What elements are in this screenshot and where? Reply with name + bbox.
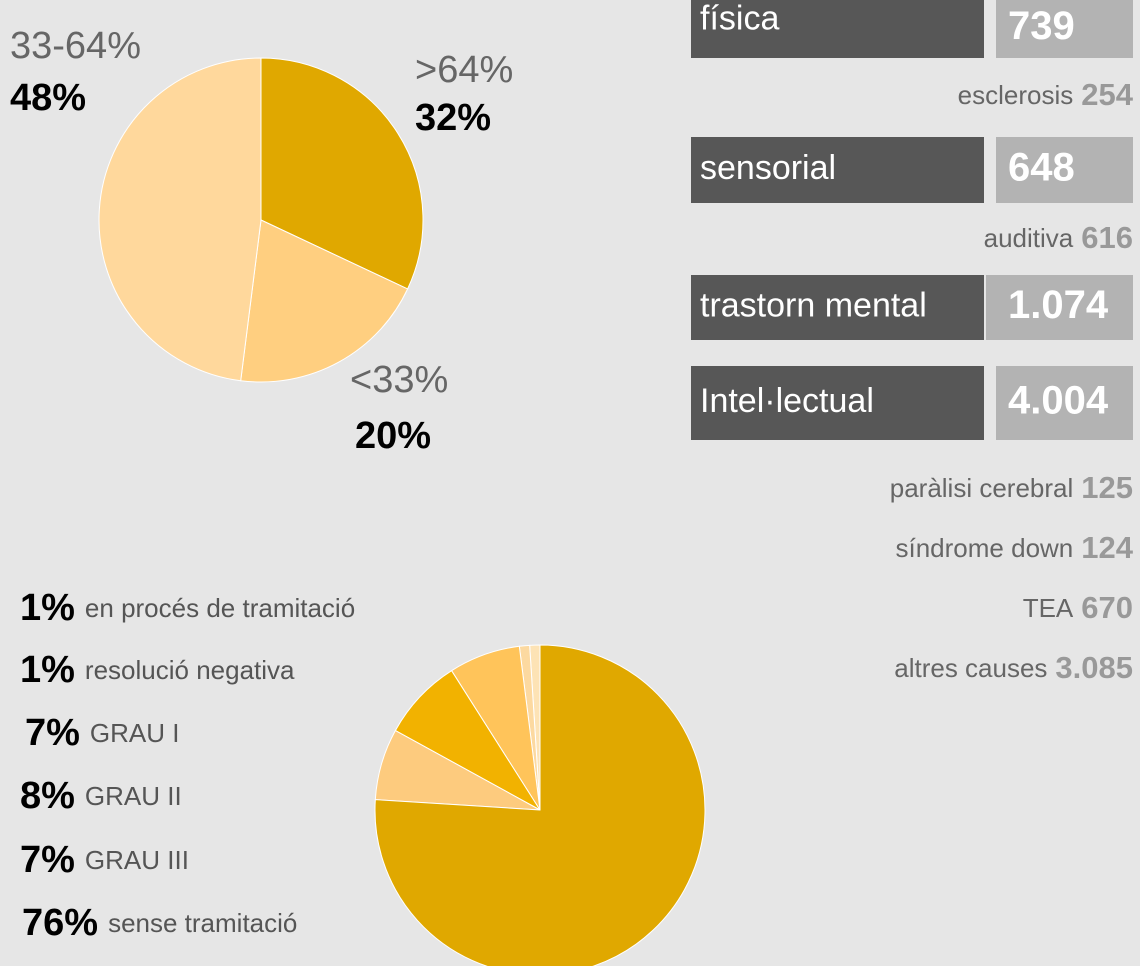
slice-value-label: 20% bbox=[355, 415, 431, 457]
category-value: 1.074 bbox=[1008, 283, 1109, 327]
value-box bbox=[996, 366, 1133, 440]
legend-label: GRAU I bbox=[90, 718, 180, 748]
legend-value-label: 7% bbox=[25, 712, 80, 754]
legend-label: sense tramitació bbox=[108, 908, 297, 938]
legend-value-label: 8% bbox=[20, 775, 75, 817]
legend-entry: 7% GRAU III bbox=[20, 839, 189, 881]
slice-category: >64% bbox=[415, 49, 513, 91]
legend-label: en procés de tramitació bbox=[85, 593, 355, 623]
subcategory: TEA 670 bbox=[1023, 590, 1133, 625]
subcategory-value: 670 bbox=[1081, 590, 1133, 625]
subcategory-label: síndrome down bbox=[896, 533, 1074, 563]
subcategory: altres causes 3.085 bbox=[894, 650, 1133, 685]
subcategory: síndrome down 124 bbox=[896, 530, 1134, 565]
pie-slice bbox=[374, 644, 706, 966]
slice-value-label: 48% bbox=[10, 77, 86, 119]
subcategory-label: paràlisi cerebral bbox=[890, 473, 1074, 503]
subcategory-value: 125 bbox=[1081, 470, 1133, 505]
subcategory: auditiva 616 bbox=[984, 220, 1133, 255]
category-box bbox=[691, 137, 984, 203]
slice-value-label: 32% bbox=[415, 97, 491, 139]
slice-category: <33% bbox=[350, 359, 448, 401]
subcategory: esclerosis 254 bbox=[958, 77, 1134, 112]
subcategory-label: auditiva bbox=[984, 223, 1074, 253]
category-value: 739 bbox=[1008, 4, 1075, 48]
category-label: física bbox=[700, 0, 779, 37]
legend-entry: 1% resolució negativa bbox=[20, 649, 295, 691]
category-label: sensorial bbox=[700, 149, 836, 187]
legend-value-label: 7% bbox=[20, 839, 75, 881]
legend-value-label: 76% bbox=[22, 902, 98, 944]
category-box bbox=[691, 0, 984, 58]
legend-value-label: 1% bbox=[20, 587, 75, 629]
category-label: Intel·lectual bbox=[700, 382, 874, 420]
subcategory-label: esclerosis bbox=[958, 80, 1074, 110]
legend-label: GRAU III bbox=[85, 845, 189, 875]
legend-label: GRAU II bbox=[85, 781, 182, 811]
pie-slice bbox=[98, 57, 262, 382]
value-box bbox=[996, 137, 1133, 203]
category-box bbox=[691, 366, 984, 440]
slice-category: 33-64% bbox=[10, 25, 141, 67]
category-box bbox=[691, 275, 984, 340]
pie-slice bbox=[240, 219, 409, 383]
legend-entry: 76% sense tramitació bbox=[22, 902, 297, 944]
category-value: 648 bbox=[1008, 146, 1075, 190]
legend-entry: 8% GRAU II bbox=[20, 775, 182, 817]
category-label: trastorn mental bbox=[700, 286, 927, 324]
legend-label: resolució negativa bbox=[85, 655, 295, 685]
pie-slice bbox=[260, 57, 424, 290]
subcategory-label: TEA bbox=[1023, 593, 1074, 623]
value-box bbox=[986, 275, 1133, 340]
legend-entry: 7% GRAU I bbox=[25, 712, 180, 754]
subcategory-label: altres causes bbox=[894, 653, 1047, 683]
category-value: 4.004 bbox=[1008, 379, 1109, 423]
value-box bbox=[996, 0, 1133, 58]
legend-value-label: 1% bbox=[20, 649, 75, 691]
subcategory-value: 3.085 bbox=[1055, 650, 1133, 685]
legend-entry: 1% en procés de tramitació bbox=[20, 587, 355, 629]
subcategory-value: 124 bbox=[1081, 530, 1133, 565]
subcategory: paràlisi cerebral 125 bbox=[890, 470, 1133, 505]
subcategory-value: 254 bbox=[1081, 77, 1133, 112]
subcategory-value: 616 bbox=[1081, 220, 1133, 255]
